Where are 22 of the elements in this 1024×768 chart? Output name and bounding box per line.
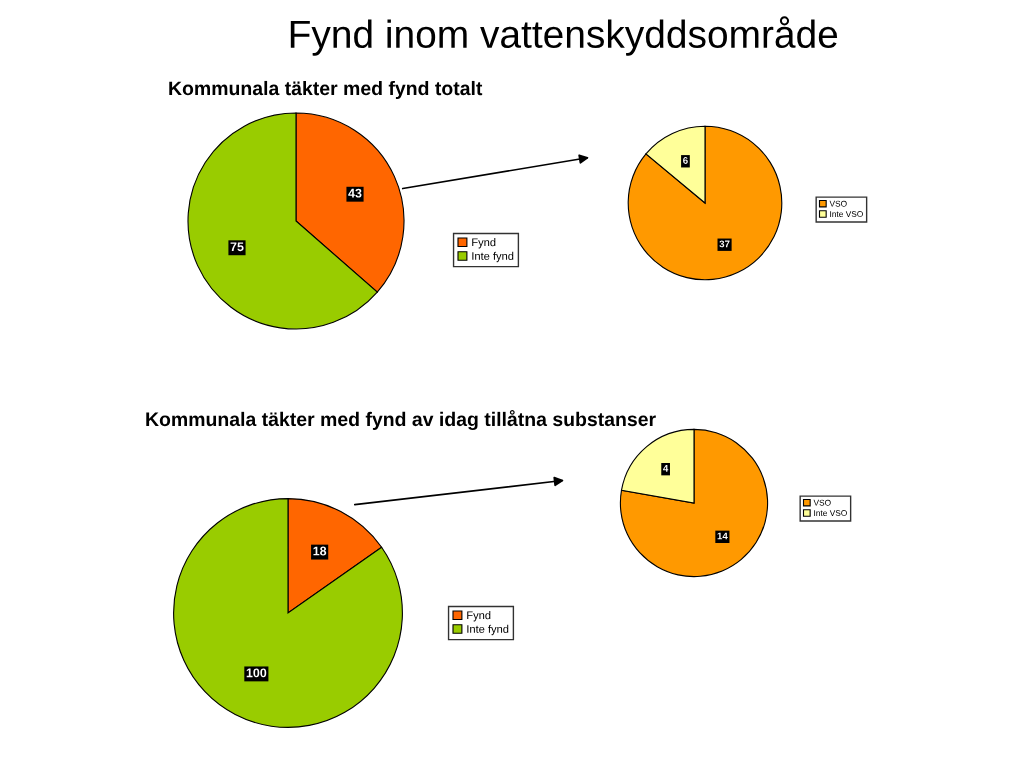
data-label: 43 — [348, 188, 362, 198]
chart-title: Kommunala täkter med fynd av idag tillåtna substanser — [146, 409, 656, 431]
data-label: 37 — [719, 240, 730, 248]
legend-label: Inte VSO — [830, 211, 863, 217]
legend-label: VSO — [829, 200, 847, 207]
data-label: 18 — [313, 546, 327, 556]
legend-label: Inte VSO — [814, 510, 847, 516]
data-label: 6 — [683, 157, 688, 164]
text: Fynd inom vattenskyddsområde — [290, 16, 838, 56]
legend-label: VSO — [813, 499, 831, 506]
legend-label: Fynd — [467, 611, 491, 622]
legend-label: Inte fynd — [472, 251, 514, 263]
legend-label: Fynd — [472, 238, 496, 249]
pie-slice — [627, 125, 783, 281]
pie-slice — [619, 428, 769, 578]
data-label: 75 — [230, 242, 244, 252]
data-label: 14 — [717, 532, 728, 540]
chart-title: Kommunala täkter med fynd totalt — [169, 80, 483, 100]
data-label: 100 — [246, 668, 267, 678]
data-label: 4 — [663, 465, 669, 472]
legend-label: Inte fynd — [467, 624, 509, 636]
pie-slice — [173, 498, 403, 728]
